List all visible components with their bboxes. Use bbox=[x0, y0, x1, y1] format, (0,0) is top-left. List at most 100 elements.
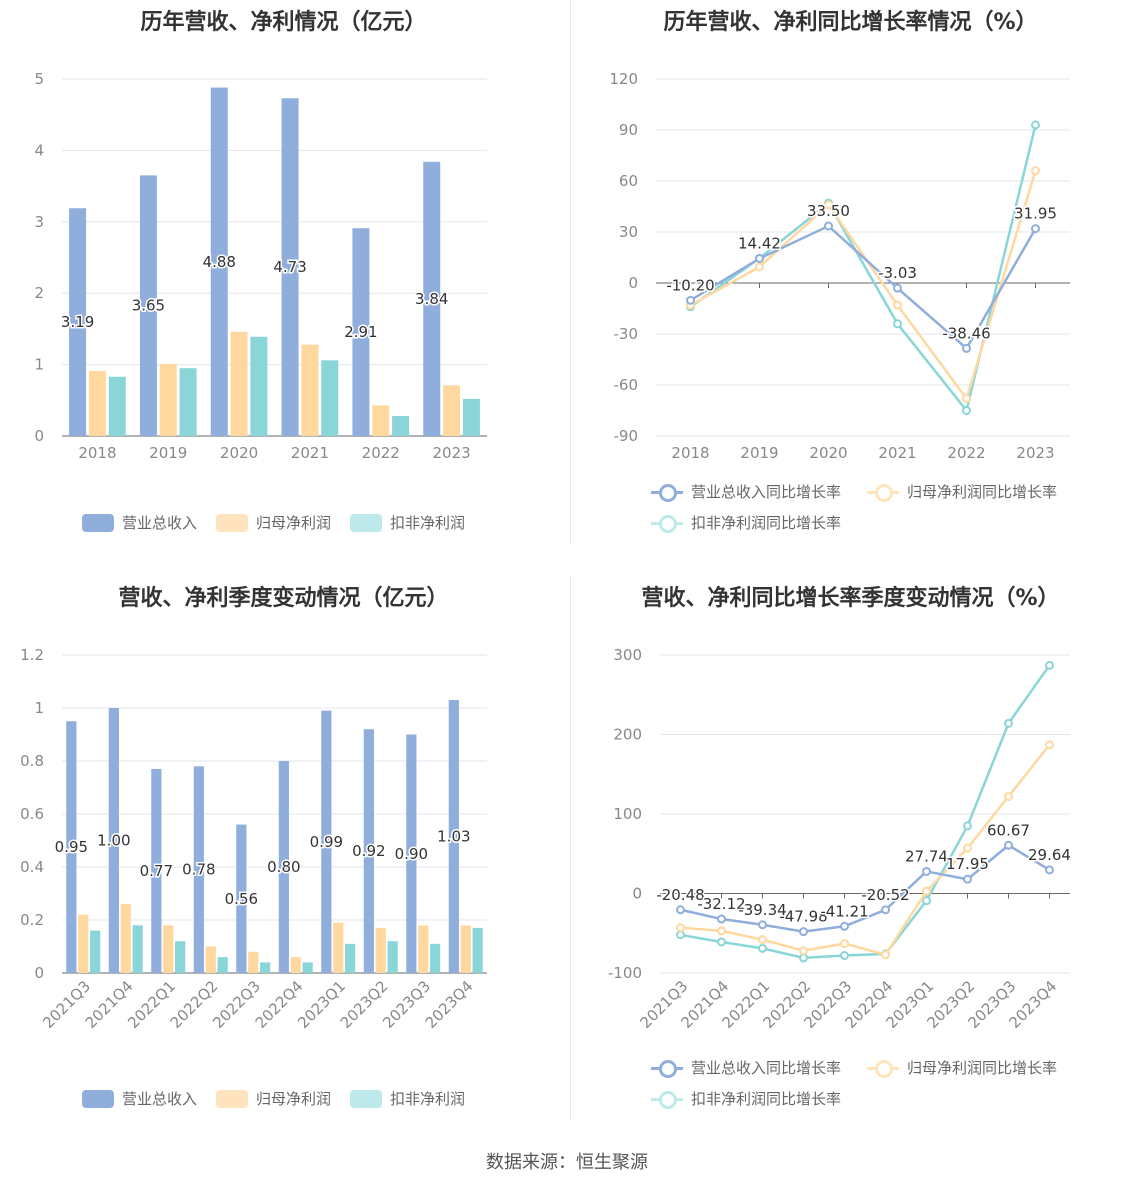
data-point bbox=[676, 905, 685, 915]
bar bbox=[278, 761, 289, 973]
y-tick-label: 1 bbox=[34, 356, 44, 374]
bar bbox=[472, 927, 483, 973]
chart-title: 历年营收、净利同比增长率情况（%） bbox=[663, 10, 1038, 35]
data-point bbox=[922, 866, 931, 876]
panel-quarterly-bar: 营收、净利季度变动情况（亿元） 0 0.2 0.4 0.6 0.8 1 1.2 2021Q3 2… bbox=[0, 576, 567, 1152]
x-tick-label: 2021 bbox=[878, 444, 916, 462]
data-point bbox=[1045, 660, 1054, 670]
data-label: -10.20 bbox=[666, 276, 714, 294]
data-point bbox=[799, 946, 808, 956]
data-label: 0.56 bbox=[225, 890, 258, 908]
panel-annual-growth: 历年营收、净利同比增长率情况（%） -90 -60 -30 0 30 60 90 120 201… bbox=[567, 0, 1134, 576]
bar bbox=[163, 925, 174, 973]
data-point bbox=[799, 927, 808, 937]
y-tick-label: 2 bbox=[34, 284, 44, 302]
y-tick-label: 0.6 bbox=[20, 805, 44, 823]
data-point bbox=[963, 874, 972, 884]
legend-swatch bbox=[82, 513, 114, 532]
bar bbox=[230, 331, 248, 436]
data-source: 数据来源：恒生聚源 bbox=[486, 1152, 648, 1173]
data-point bbox=[1031, 120, 1040, 130]
data-point bbox=[881, 905, 890, 915]
data-label: 27.74 bbox=[905, 847, 948, 865]
bar bbox=[430, 943, 441, 973]
data-label: 31.95 bbox=[1014, 205, 1057, 223]
bar bbox=[108, 708, 119, 973]
legend-item-net[interactable]: 归母净利润 bbox=[216, 1088, 331, 1109]
y-tick-label: 30 bbox=[619, 223, 638, 241]
data-point bbox=[962, 406, 971, 415]
data-label: 33.50 bbox=[807, 202, 850, 220]
data-point bbox=[963, 821, 972, 831]
x-tick-label: 2018 bbox=[78, 444, 116, 462]
y-tick-label: 0 bbox=[34, 964, 44, 982]
bar bbox=[406, 734, 417, 973]
x-tick-label: 2023 bbox=[1016, 444, 1054, 462]
legend-item-net[interactable]: 归母净利润 bbox=[216, 512, 331, 533]
x-tick-label: 2020 bbox=[220, 444, 258, 462]
data-label: 3.19 bbox=[61, 313, 94, 331]
data-point bbox=[1004, 792, 1013, 802]
bar bbox=[301, 344, 319, 436]
y-tick-label: 0.4 bbox=[20, 858, 44, 876]
legend-swatch bbox=[867, 1059, 899, 1078]
legend-item-net-growth[interactable]: 归母净利润同比增长率 bbox=[867, 481, 1057, 502]
x-tick-label: 2019 bbox=[740, 444, 778, 462]
y-tick-label: 0 bbox=[34, 427, 44, 445]
bar bbox=[69, 208, 87, 436]
data-label: 29.64 bbox=[1028, 846, 1071, 864]
data-label: 0.77 bbox=[140, 862, 173, 880]
bar bbox=[248, 951, 259, 973]
bar bbox=[302, 962, 313, 973]
legend-label: 营业总收入 bbox=[122, 1090, 198, 1108]
legend-item-revenue[interactable]: 营业总收入 bbox=[82, 1088, 197, 1109]
legend-label: 归母净利润同比增长率 bbox=[907, 1059, 1058, 1077]
data-point bbox=[717, 926, 726, 936]
bar bbox=[443, 385, 461, 436]
data-point bbox=[1045, 740, 1054, 750]
data-point bbox=[758, 943, 767, 953]
data-label: -3.03 bbox=[878, 264, 917, 282]
y-tick-label: 1 bbox=[34, 699, 44, 717]
legend-item-revenue[interactable]: 营业总收入 bbox=[82, 512, 197, 533]
legend-item-deducted[interactable]: 扣非净利润 bbox=[350, 1088, 465, 1109]
legend-item-deducted[interactable]: 扣非净利润 bbox=[350, 512, 465, 533]
data-label: -38.46 bbox=[942, 324, 990, 342]
legend-item-deducted-growth[interactable]: 扣非净利润同比增长率 bbox=[651, 1088, 841, 1109]
chart-title: 历年营收、净利情况（亿元） bbox=[140, 10, 427, 35]
y-tick-label: -60 bbox=[614, 376, 639, 394]
x-tick-label: 2021 bbox=[291, 444, 329, 462]
data-point bbox=[1031, 166, 1040, 176]
legend-item-revenue-growth[interactable]: 营业总收入同比增长率 bbox=[651, 1057, 841, 1078]
legend: 营业总收入 归母净利润 扣非净利润 bbox=[0, 0, 567, 576]
y-tick-label: 60 bbox=[619, 172, 638, 190]
series-line bbox=[680, 744, 1051, 957]
data-point bbox=[755, 262, 764, 272]
data-label: 4.73 bbox=[273, 258, 306, 276]
data-label: 4.88 bbox=[203, 253, 236, 271]
data-point bbox=[962, 394, 971, 404]
divider bbox=[570, 576, 571, 1121]
data-label: 0.99 bbox=[310, 833, 343, 851]
legend-item-deducted-growth[interactable]: 扣非净利润同比增长率 bbox=[651, 512, 841, 533]
data-label: 0.95 bbox=[55, 838, 88, 856]
bar bbox=[418, 925, 429, 973]
y-tick-label: 1.2 bbox=[20, 646, 44, 664]
legend-label: 营业总收入同比增长率 bbox=[691, 1059, 842, 1077]
legend-swatch bbox=[651, 1090, 683, 1109]
bar bbox=[159, 363, 177, 436]
data-label: 3.65 bbox=[132, 297, 165, 315]
legend-item-revenue-growth[interactable]: 营业总收入同比增长率 bbox=[651, 481, 841, 502]
panel-annual-bar: 历年营收、净利情况（亿元） 0 1 2 3 4 5 2018 2019 2020 2021 2022… bbox=[0, 0, 567, 576]
bar bbox=[205, 946, 216, 973]
legend-item-net-growth[interactable]: 归母净利润同比增长率 bbox=[867, 1057, 1057, 1078]
bar bbox=[88, 371, 106, 436]
x-tick-label: 2022 bbox=[947, 444, 985, 462]
bar bbox=[139, 175, 157, 436]
y-tick-label: 100 bbox=[613, 805, 642, 823]
x-tick-label: 2023 bbox=[432, 444, 470, 462]
data-point bbox=[840, 951, 849, 961]
legend-label: 扣非净利润 bbox=[390, 1090, 466, 1108]
quarterly-growth-chart: -10001002003002021Q32021Q42022Q12022Q220… bbox=[608, 646, 1073, 1032]
data-point bbox=[1004, 718, 1013, 728]
